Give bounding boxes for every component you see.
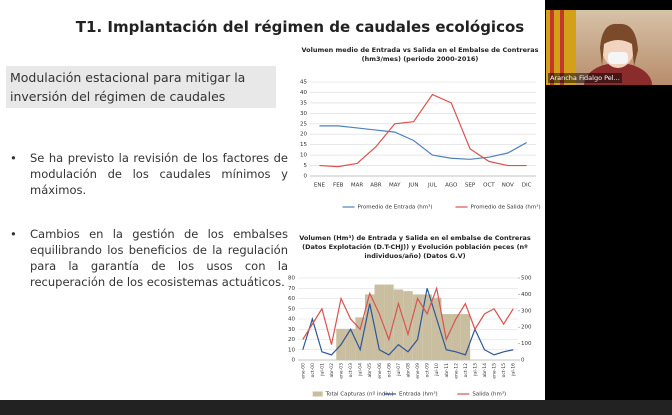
x-tick-label: oct-06 [386,363,392,377]
legend-label: Promedio de Entrada (hm³) [358,204,433,211]
participant-video[interactable]: Arancha Fidalgo Pel... [546,10,672,85]
y-tick-label: 35 [300,100,307,106]
x-tick-label: jul-13 [472,363,478,377]
x-tick-label: oct-03 [348,363,354,377]
x-tick-label: oct-09 [425,363,431,377]
bar [355,317,365,360]
y-tick-label: 50 [288,306,295,312]
x-tick-label: ene-03 [339,363,345,379]
bullet: Se ha previsto la revisión de los factor… [10,150,288,198]
slide-title: T1. Implantación del régimen de caudales… [60,18,540,36]
x-tick-label: JUN [408,183,419,189]
chart: 0 5 10 15 20 25 30 35 40 45 ENE FEB MAR ABR MAY JUN JUL A… [290,76,542,218]
x-tick-label: ABR [370,183,382,189]
y2-tick-label: 400 [521,292,532,298]
y2-tick-label: 500 [521,276,532,282]
legend-label: Promedio de Salida (hm³) [471,204,541,211]
y2-tick-label: 300 [521,308,532,314]
participant-name: Arancha Fidalgo Pel... [548,73,622,83]
y-tick-label: 20 [288,337,295,343]
x-tick-label: oct-12 [463,363,469,377]
y2-tick-label: 200 [521,325,532,331]
x-tick-label: MAR [351,183,364,189]
bar [384,285,394,360]
chart-title: Volumen medio de Entrada vs Salida en el… [300,46,540,64]
x-tick-label: abr-08 [406,363,412,378]
y-tick-label: 10 [300,153,307,159]
bar [461,314,471,360]
x-tick-label: ene-00 [300,363,306,379]
y-tick-label: 45 [300,80,307,86]
y-tick-label: 80 [288,276,295,282]
x-tick-label: SEP [465,183,476,189]
legend-label: Entrada (hm³) [399,391,438,398]
x-tick-label: abr-02 [329,363,335,378]
x-tick-label: JUL [427,183,438,189]
x-tick-label: ene-12 [453,363,459,379]
x-tick-label: DIC [522,183,532,189]
x-tick-label: jul-16 [511,363,517,377]
page: T1. Implantación del régimen de caudales… [0,0,672,415]
x-tick-label: jul-04 [358,363,364,377]
x-tick-label: AGO [445,183,458,189]
x-tick-label: abr-05 [367,363,373,378]
x-tick-label: jul-01 [319,363,325,377]
x-tick-label: abr-14 [482,363,488,378]
legend-label: Salida (hm³) [472,391,506,398]
y-tick-label: 25 [300,121,307,127]
x-tick-label: oct-00 [310,363,316,377]
chart: 0 10 20 30 40 50 60 70 80 0 100 200 300 400 500 ene-00 o… [280,274,542,400]
x-tick-label: ene-09 [415,363,421,379]
bullet: Cambios en la gestión de los embalses eq… [10,226,288,290]
x-tick-label: OCT [483,183,495,189]
x-tick-label: ene-15 [492,363,498,379]
slide: T1. Implantación del régimen de caudales… [0,0,545,400]
y-tick-label: 0 [292,358,296,364]
y-tick-label: 30 [300,111,307,117]
line-series [319,126,526,159]
x-tick-label: jul-10 [434,363,440,377]
y-tick-label: 70 [288,286,295,292]
y-tick-label: 5 [304,163,308,169]
y-tick-label: 0 [304,174,308,180]
x-tick-label: ene-06 [377,363,383,379]
highlight: Modulación estacional para mitigar la in… [6,66,276,108]
x-tick-label: ENE [314,183,326,189]
x-tick-label: FEB [333,183,344,189]
y-tick-label: 60 [288,296,295,302]
x-tick-label: MAY [389,183,401,189]
x-tick-label: oct-15 [501,363,507,377]
legend-swatch [313,392,323,397]
x-tick-label: abr-11 [444,363,450,378]
chart-title: Volumen (Hm³) de Entrada y Salida en el … [295,234,535,261]
y-tick-label: 20 [300,132,307,138]
y-tick-label: 10 [288,347,295,353]
y2-tick-label: 0 [521,358,525,364]
bar [394,289,404,360]
y2-tick-label: 100 [521,341,532,347]
x-tick-label: NOV [502,183,514,189]
legend-label: Total Capturas (nº indiv.) [325,391,394,398]
toolbar [0,400,672,415]
y-tick-label: 40 [300,90,307,96]
y-tick-label: 15 [300,142,307,148]
y-tick-label: 30 [288,327,295,333]
y-tick-label: 40 [288,317,295,323]
x-tick-label: jul-07 [396,363,402,377]
